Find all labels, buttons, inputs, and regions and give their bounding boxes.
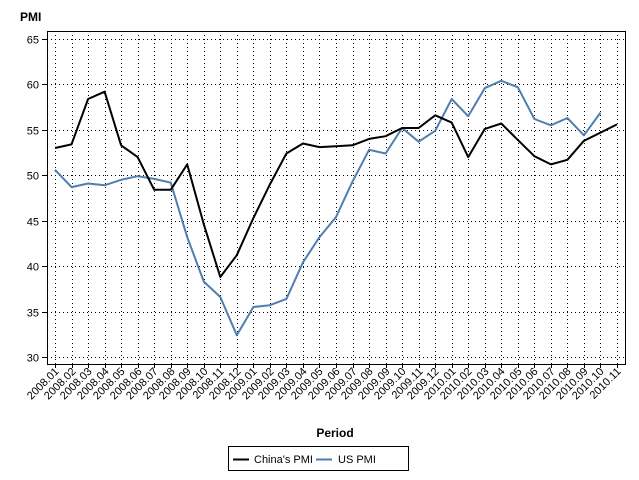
y-tick-label: 35 xyxy=(27,308,39,320)
grid-lines xyxy=(47,31,625,364)
y-tick-label: 40 xyxy=(27,262,39,274)
y-tick-label: 55 xyxy=(27,126,39,138)
y-tick-label: 30 xyxy=(27,353,39,365)
y-axis-title: PMI xyxy=(20,10,41,24)
y-axis: 30 35 40 45 50 55 60 65 xyxy=(27,35,47,365)
y-tick-label: 45 xyxy=(27,217,39,229)
y-tick-label: 65 xyxy=(27,35,39,47)
series-layer xyxy=(54,79,618,337)
x-axis-title: Period xyxy=(316,426,353,440)
series-line-1 xyxy=(54,79,602,337)
plot-frame xyxy=(47,31,626,365)
legend-label-1: US PMI xyxy=(338,454,376,466)
legend-label-0: China's PMI xyxy=(254,454,313,466)
y-tick-label: 50 xyxy=(27,171,39,183)
y-tick-label: 60 xyxy=(27,80,39,92)
series-line-0 xyxy=(54,90,618,278)
legend: China's PMI US PMI xyxy=(228,446,409,471)
x-axis: 2008.012008.022008.032008.042008.052008.… xyxy=(25,364,624,402)
